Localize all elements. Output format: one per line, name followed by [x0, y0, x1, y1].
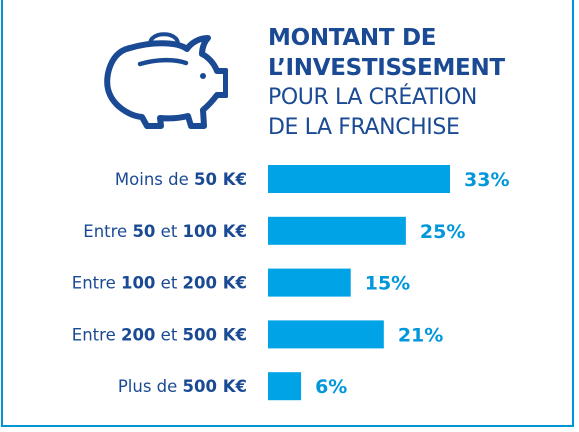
category-label-5: Plus de 500 K€ [118, 377, 247, 396]
title-line-1: MONTANT DE [268, 25, 437, 51]
bar-4 [268, 320, 384, 349]
piggy-bank-icon [104, 32, 228, 129]
bar-5 [268, 372, 302, 401]
category-label-2: Entre 50 et 100 K€ [83, 222, 247, 241]
category-label-1: Moins de 50 K€ [115, 170, 247, 189]
title-line-3: POUR LA CRÉATION [268, 85, 477, 110]
title-line-4: DE LA FRANCHISE [268, 114, 460, 140]
category-label-4: Entre 200 et 500 K€ [72, 325, 247, 344]
bar-2 [268, 216, 406, 245]
bar-1 [268, 165, 450, 193]
value-label-3: 15% [365, 273, 410, 295]
chart-title: MONTANT DE L’INVESTISSEMENT POUR LA CRÉA… [268, 24, 568, 142]
title-line-2: L’INVESTISSEMENT [268, 54, 505, 81]
infographic-frame [1, 0, 574, 427]
value-label-2: 25% [420, 221, 465, 243]
value-label-4: 21% [398, 324, 443, 346]
value-label-1: 33% [464, 169, 509, 191]
value-label-5: 6% [315, 376, 347, 398]
category-label-3: Entre 100 et 200 K€ [72, 274, 247, 293]
bar-3 [268, 268, 351, 297]
